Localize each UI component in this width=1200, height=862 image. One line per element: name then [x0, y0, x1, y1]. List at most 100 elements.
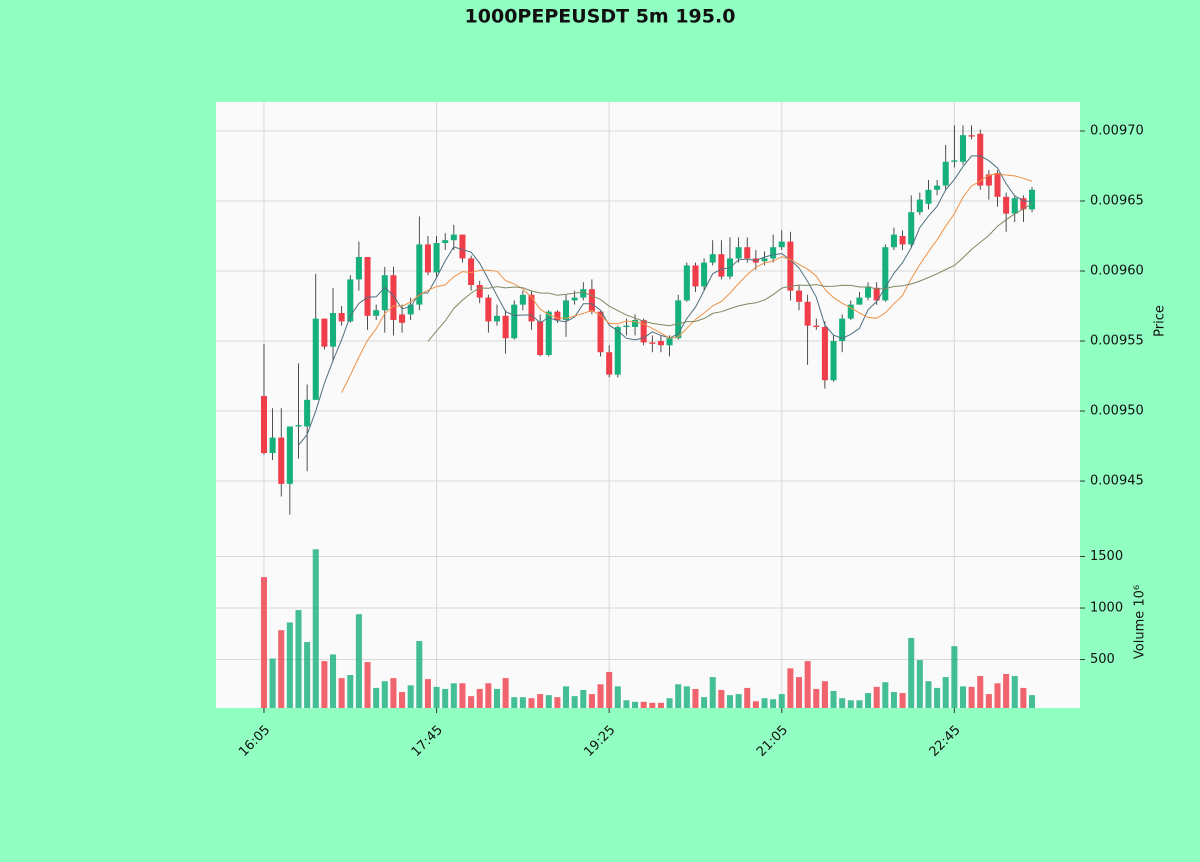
volume-bar	[528, 698, 535, 708]
moving-average	[341, 173, 1033, 393]
volume-bar	[562, 686, 570, 708]
x-tick-label: 22:45	[927, 723, 964, 760]
volume-bar	[554, 697, 561, 708]
candle-body	[442, 240, 449, 244]
candle-body	[407, 304, 414, 315]
volume-bar	[787, 668, 794, 708]
candle-body	[683, 265, 690, 301]
volume-bar	[683, 686, 690, 708]
candle-body	[562, 300, 570, 321]
volume-bar	[666, 698, 673, 708]
candle-body	[908, 212, 915, 245]
candle-body	[295, 425, 302, 427]
volume-bar	[718, 689, 725, 708]
candle-body	[373, 310, 380, 316]
volume-bar	[804, 661, 811, 708]
volume-bar	[614, 686, 621, 708]
candle-body	[554, 311, 561, 321]
volume-bar	[450, 683, 457, 708]
volume-bar	[692, 688, 699, 708]
volume-bar	[355, 614, 362, 708]
volume-bar	[468, 696, 475, 708]
candle-body	[666, 338, 673, 346]
volume-bar	[476, 688, 483, 708]
volume-bar	[873, 686, 880, 708]
candle-body	[640, 320, 647, 343]
candle-body	[364, 257, 371, 316]
volume-bar	[657, 702, 664, 708]
candle-body	[511, 304, 518, 339]
candle-body	[1020, 198, 1027, 210]
volume-bar	[839, 698, 846, 708]
y2-tick-label: 500	[1090, 652, 1115, 667]
volume-bar	[985, 694, 992, 708]
volume-bar	[968, 686, 975, 708]
volume-bar	[821, 681, 828, 708]
candle-body	[890, 234, 897, 248]
candle-body	[934, 185, 941, 190]
volume-bar	[511, 697, 518, 708]
volume-bar	[399, 692, 406, 708]
volume-bar	[442, 688, 449, 708]
y-tick-label: 0.00965	[1090, 193, 1144, 208]
volume-bar	[977, 676, 984, 708]
volume-bar	[329, 654, 337, 708]
volume-bar	[623, 700, 630, 708]
candle-body	[493, 315, 501, 322]
candle-body	[1028, 189, 1036, 210]
candle-body	[735, 247, 742, 259]
y2-axis-label: Volume 10⁶	[1133, 585, 1148, 659]
volume-bar	[934, 687, 941, 708]
candle-body	[744, 247, 751, 259]
candle-body	[709, 254, 716, 263]
candle-body	[433, 243, 440, 273]
candle-body	[701, 262, 708, 287]
volume-bar	[485, 683, 492, 708]
candle-body	[338, 313, 345, 322]
candle-body	[761, 258, 768, 262]
candle-body	[545, 311, 552, 356]
volume-bar	[338, 678, 345, 708]
volume-bar	[994, 683, 1001, 708]
volume-bar	[260, 577, 268, 708]
volume-bar	[580, 689, 587, 708]
candle-body	[795, 290, 803, 302]
volume-bar	[321, 661, 328, 708]
candle-body	[787, 241, 794, 291]
candle-body	[942, 161, 949, 186]
candle-body	[355, 257, 362, 280]
candle-body	[632, 320, 639, 328]
volume-bar	[951, 646, 958, 708]
volume-bar	[709, 677, 716, 708]
volume-bar	[847, 700, 854, 708]
volume-bar	[735, 694, 742, 708]
candle-body	[502, 315, 509, 339]
candle-body	[813, 325, 820, 328]
candle-body	[614, 327, 621, 375]
candle-body	[304, 399, 311, 427]
volume-bar	[856, 700, 863, 708]
candle-body	[968, 135, 975, 137]
volume-bar	[640, 701, 647, 708]
candle-body	[821, 327, 828, 381]
candle-body	[899, 236, 906, 245]
candle-body	[882, 247, 889, 301]
candle-body	[985, 174, 992, 186]
candle-body	[873, 287, 880, 301]
candle-body	[856, 297, 863, 305]
candle-body	[580, 289, 587, 298]
volume-bar	[752, 701, 759, 708]
candle-body	[847, 304, 854, 319]
candle-body	[519, 294, 526, 305]
volume-bar	[364, 662, 371, 708]
candle-body	[381, 275, 388, 311]
candle-body	[329, 313, 337, 347]
candle-body	[770, 247, 777, 259]
candle-body	[286, 426, 293, 484]
volume-bar	[942, 677, 949, 708]
candle-body	[597, 311, 604, 353]
volume-bar	[597, 684, 604, 708]
volume-bar	[1020, 687, 1027, 708]
volume-bar	[908, 637, 915, 708]
